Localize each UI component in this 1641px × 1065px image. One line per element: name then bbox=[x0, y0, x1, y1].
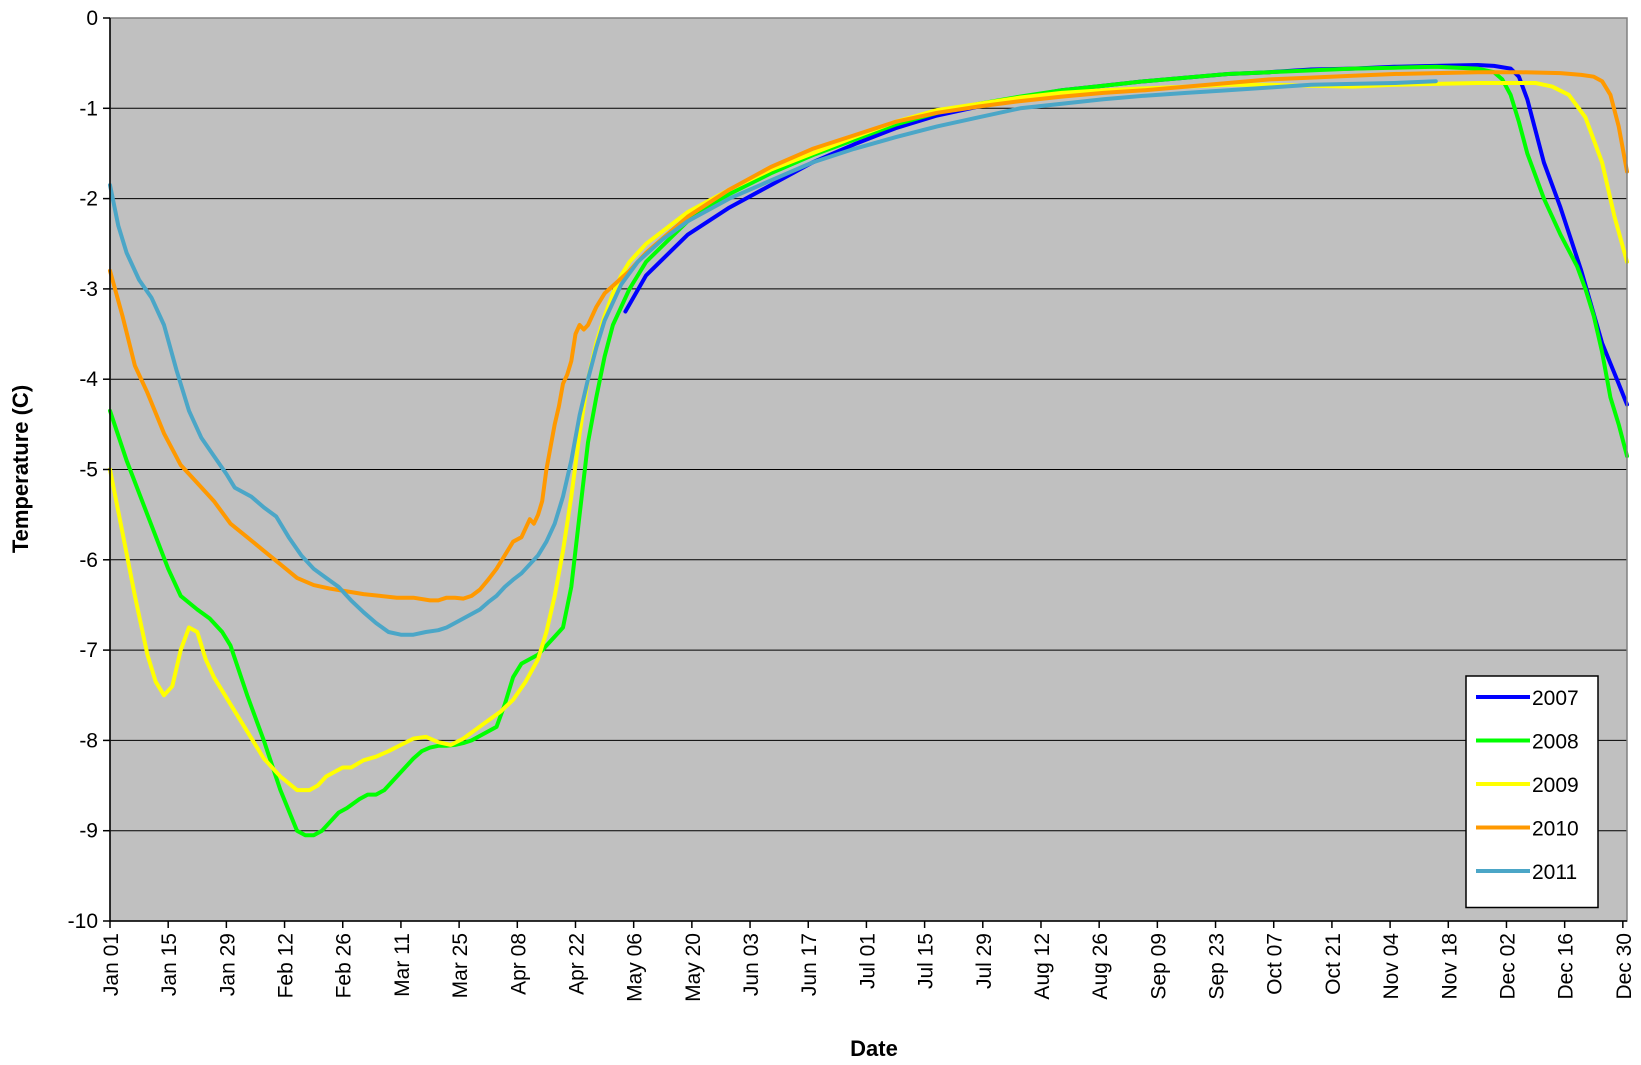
x-tick-label: Jul 01 bbox=[856, 933, 879, 989]
gridlines bbox=[110, 107, 1627, 832]
y-tick-label: -3 bbox=[79, 278, 98, 301]
x-tick-label: Apr 08 bbox=[507, 933, 530, 995]
y-tick-label: -2 bbox=[79, 188, 98, 211]
x-tick-label: Nov 04 bbox=[1380, 933, 1403, 1000]
legend-label: 2011 bbox=[1532, 861, 1577, 884]
x-tick-label: Oct 07 bbox=[1264, 933, 1287, 995]
x-tick-label: Sep 09 bbox=[1147, 933, 1170, 1000]
y-tick-label: -7 bbox=[79, 639, 98, 662]
x-tick-label: Jul 29 bbox=[973, 933, 996, 989]
y-tick-label: -10 bbox=[68, 910, 98, 933]
legend-label: 2007 bbox=[1532, 687, 1579, 710]
x-tick-label: Feb 12 bbox=[275, 933, 298, 998]
legend-label: 2009 bbox=[1532, 774, 1579, 797]
x-tick-label: Feb 26 bbox=[333, 933, 356, 998]
y-tick-label: -5 bbox=[79, 459, 98, 482]
x-tick-label: May 20 bbox=[682, 933, 705, 1002]
y-axis: 0 -1 -2 -3 -4 -5 -6 -7 -8 -9 -10 bbox=[68, 7, 111, 933]
legend-box bbox=[1465, 675, 1599, 909]
x-tick-label: Sep 23 bbox=[1206, 933, 1229, 1000]
y-tick-label: -1 bbox=[79, 97, 98, 120]
x-tick-label: May 06 bbox=[624, 933, 647, 1002]
x-tick-label: Dec 02 bbox=[1496, 933, 1519, 1000]
y-tick-label: -9 bbox=[79, 820, 98, 843]
x-tick-label: Apr 22 bbox=[565, 933, 588, 995]
y-tick-label: -4 bbox=[79, 368, 98, 391]
legend-label: 2008 bbox=[1532, 731, 1579, 754]
x-tick-label: Dec 30 bbox=[1613, 933, 1636, 1000]
x-tick-label: Jan 29 bbox=[216, 933, 239, 996]
y-axis-title: Temperature (C) bbox=[8, 385, 33, 553]
series-lines bbox=[108, 63, 1629, 838]
y-tick-label: 0 bbox=[86, 7, 98, 30]
x-tick-label: Oct 21 bbox=[1322, 933, 1345, 995]
x-axis: Jan 01 Jan 15 Jan 29 Feb 12 Feb 26 Mar 11 Mar … bbox=[100, 920, 1636, 1002]
x-axis-title: Date bbox=[850, 1036, 898, 1061]
x-tick-label: Jun 03 bbox=[740, 933, 763, 996]
y-tick-label: -8 bbox=[79, 729, 98, 752]
x-tick-label: Mar 25 bbox=[449, 933, 472, 998]
series-line-2011 bbox=[108, 79, 1438, 637]
legend-label: 2010 bbox=[1532, 818, 1579, 841]
x-tick-label: Mar 11 bbox=[391, 933, 414, 997]
legend: 2007 2008 2009 2010 2011 bbox=[1465, 675, 1599, 909]
x-tick-label: Aug 26 bbox=[1089, 933, 1112, 1000]
x-tick-label: Jun 17 bbox=[798, 933, 821, 996]
x-tick-label: Dec 16 bbox=[1555, 933, 1578, 1000]
x-tick-label: Jan 15 bbox=[158, 933, 181, 996]
series-line-2008 bbox=[108, 64, 1629, 838]
x-tick-label: Jul 15 bbox=[915, 933, 938, 989]
x-tick-label: Nov 18 bbox=[1438, 933, 1461, 1000]
x-tick-label: Jan 01 bbox=[100, 933, 123, 996]
x-tick-label: Aug 12 bbox=[1031, 933, 1054, 1000]
y-tick-label: -6 bbox=[79, 549, 98, 572]
series-line-2010 bbox=[108, 70, 1629, 603]
